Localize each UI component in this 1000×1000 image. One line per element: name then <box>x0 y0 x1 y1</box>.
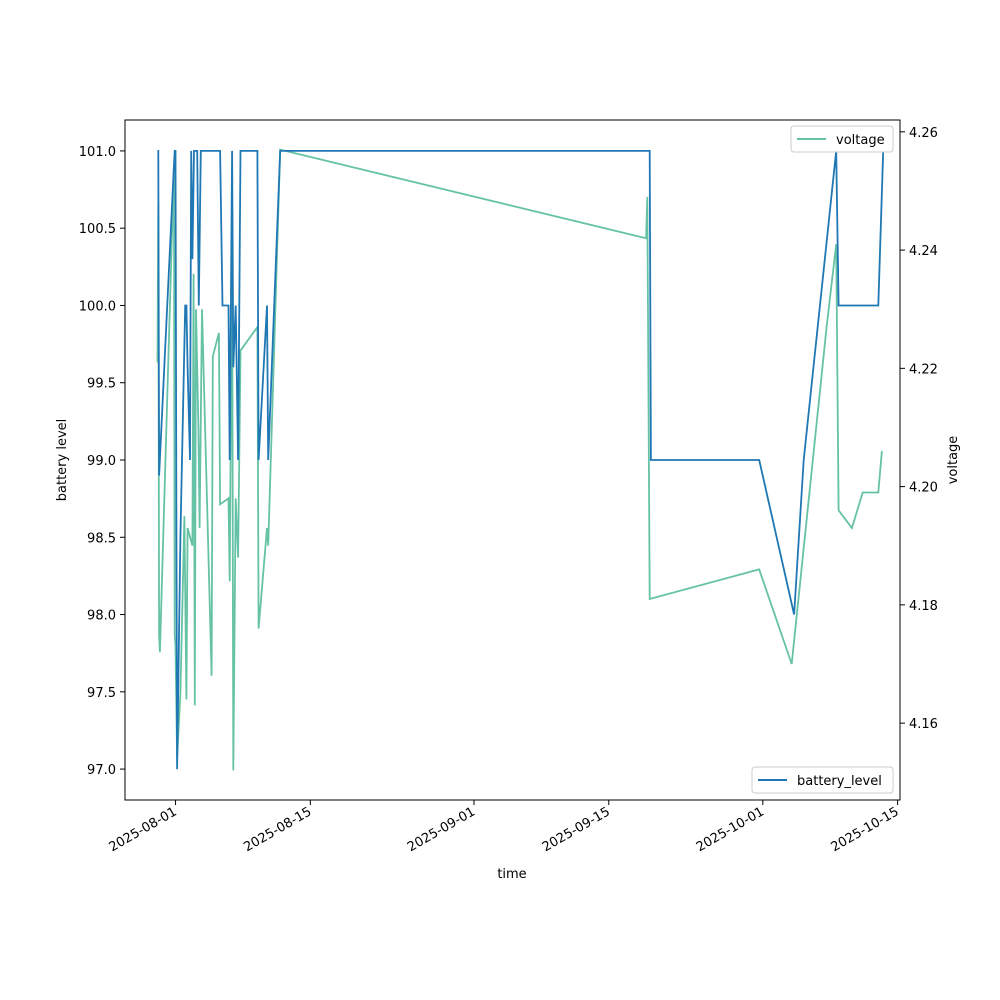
y-axis-right-label: voltage <box>946 436 961 485</box>
x-tick-label-4: 2025-10-01 <box>694 804 767 855</box>
legend-voltage-box <box>790 125 894 153</box>
y-right-tick-label-4: 4.24 <box>909 244 938 259</box>
x-tick-label-2: 2025-09-01 <box>405 804 478 855</box>
legend-voltage: voltage <box>790 125 894 153</box>
x-tick-label-0: 2025-08-01 <box>107 804 180 855</box>
series-layer <box>156 148 885 771</box>
y-right-tick-label-5: 4.26 <box>909 126 938 141</box>
y-axis-right: 4.16 4.18 4.20 4.22 4.24 4.26 <box>900 126 938 732</box>
y-left-tick-label-1: 97.5 <box>87 686 116 701</box>
y-left-tick-label-8: 101.0 <box>79 145 116 160</box>
y-left-tick-label-4: 99.0 <box>87 454 116 469</box>
y-right-tick-label-2: 4.20 <box>909 481 938 496</box>
legend-voltage-text: voltage <box>836 133 885 148</box>
series-line-battery-level <box>157 149 885 770</box>
y-right-tick-label-0: 4.16 <box>909 717 938 732</box>
x-axis-label: time <box>497 867 526 882</box>
series-line-voltage <box>156 148 883 771</box>
y-axis-left: 97.0 97.5 98.0 98.5 99.0 99.5 100.0 100.5 101.0 <box>79 145 125 778</box>
x-axis: 2025-08-01 2025-08-15 2025-09-01 2025-09-15… <box>107 800 902 855</box>
x-tick-label-3: 2025-09-15 <box>540 804 613 855</box>
y-left-tick-label-5: 99.5 <box>87 377 116 392</box>
x-tick-label-1: 2025-08-15 <box>241 804 314 855</box>
x-tick-label-5: 2025-10-15 <box>829 804 902 855</box>
y-axis-left-label: battery level <box>55 419 70 502</box>
plot-background <box>125 120 900 800</box>
y-right-tick-label-3: 4.22 <box>909 362 938 377</box>
y-left-tick-label-6: 100.0 <box>79 299 116 314</box>
legend-battery-level: battery_level <box>751 766 894 794</box>
y-left-tick-label-0: 97.0 <box>87 763 116 778</box>
y-left-tick-label-2: 98.0 <box>87 609 116 624</box>
y-left-tick-label-7: 100.5 <box>79 222 116 237</box>
legend-battery-level-box <box>751 766 894 794</box>
legend-battery-level-text: battery_level <box>797 774 882 789</box>
y-left-tick-label-3: 98.5 <box>87 531 116 546</box>
y-right-tick-label-1: 4.18 <box>909 599 938 614</box>
